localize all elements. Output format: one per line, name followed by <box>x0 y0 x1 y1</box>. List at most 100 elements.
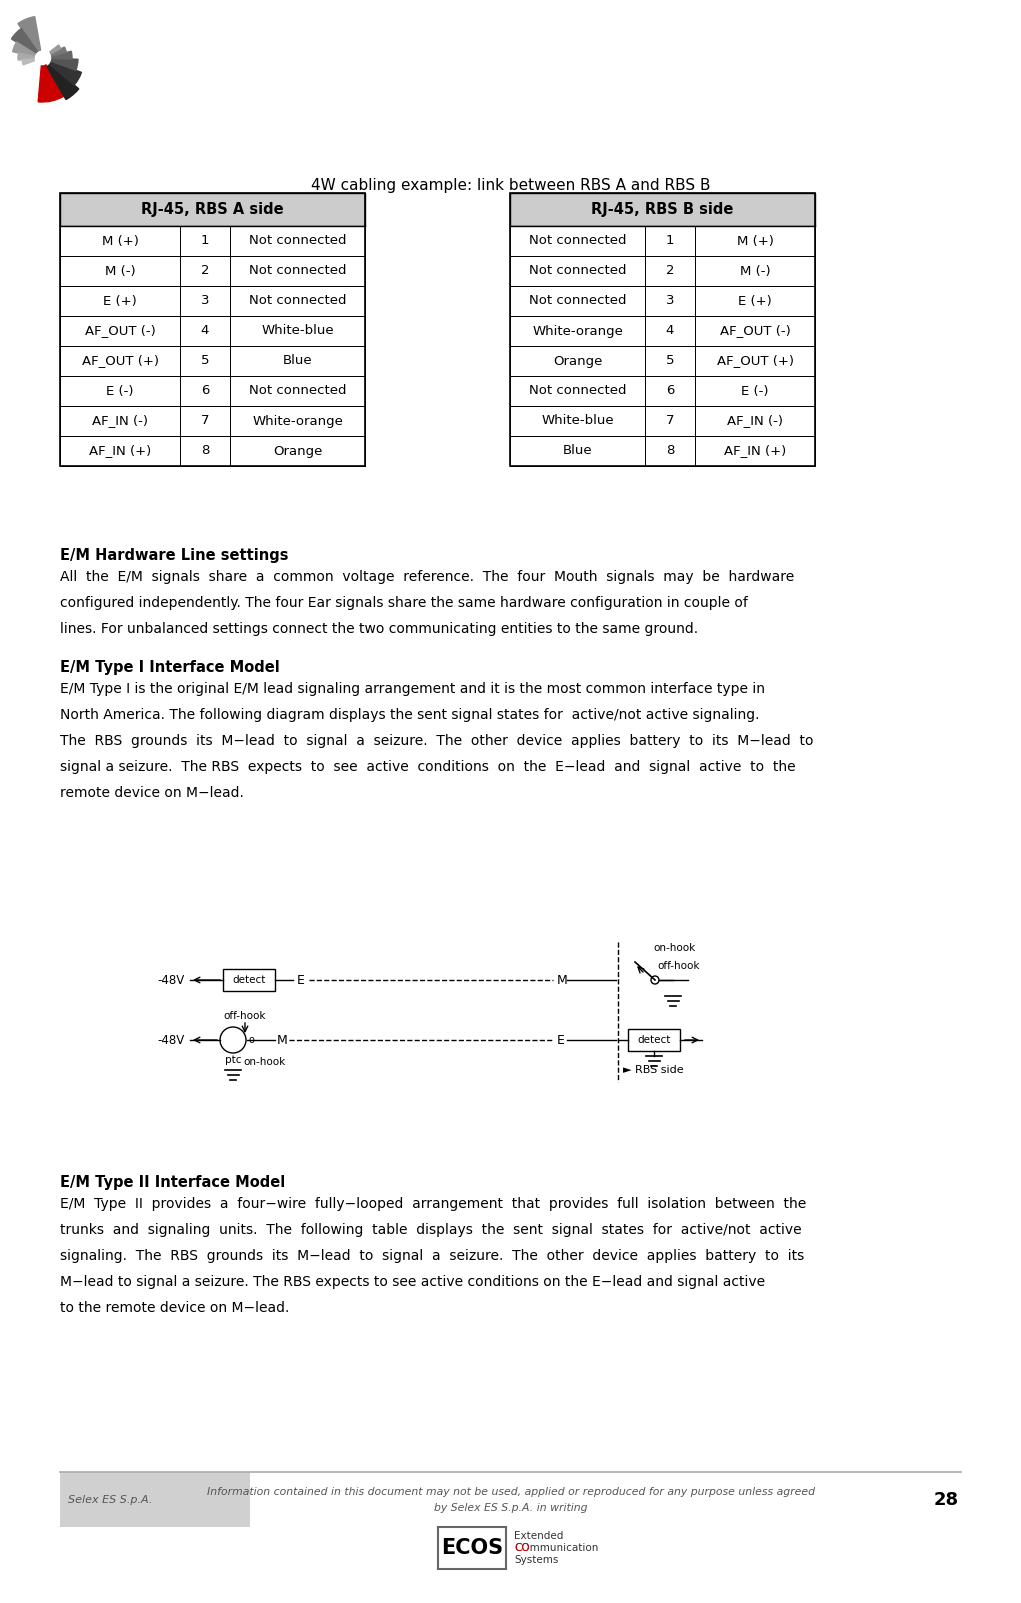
Text: AF_OUT (+): AF_OUT (+) <box>717 354 793 367</box>
Circle shape <box>220 1028 246 1053</box>
Text: E/M Type I Interface Model: E/M Type I Interface Model <box>60 660 280 675</box>
Text: Not connected: Not connected <box>529 234 626 247</box>
Text: 7: 7 <box>666 415 674 428</box>
Circle shape <box>651 976 659 984</box>
Bar <box>438 1528 506 1569</box>
Bar <box>510 192 815 226</box>
Bar <box>510 436 815 466</box>
Bar <box>60 377 364 406</box>
Text: -48V: -48V <box>158 973 185 986</box>
Bar <box>60 192 364 466</box>
Bar <box>60 406 364 436</box>
Text: RJ-45, RBS B side: RJ-45, RBS B side <box>591 202 734 216</box>
Text: Blue: Blue <box>563 444 592 457</box>
Wedge shape <box>51 58 78 71</box>
Text: Orange: Orange <box>273 444 323 457</box>
Text: AF_IN (-): AF_IN (-) <box>92 415 148 428</box>
Bar <box>60 316 364 346</box>
Bar <box>510 256 815 285</box>
Text: E/M  Type  II  provides  a  four−wire  fully−looped  arrangement  that  provides: E/M Type II provides a four−wire fully−l… <box>60 1197 807 1210</box>
Text: 4: 4 <box>201 324 209 338</box>
Wedge shape <box>18 53 34 59</box>
Text: Not connected: Not connected <box>249 264 346 277</box>
Text: Not connected: Not connected <box>249 234 346 247</box>
Text: E (+): E (+) <box>103 295 137 308</box>
Text: 4W cabling example: link between RBS A and RBS B: 4W cabling example: link between RBS A a… <box>311 178 711 192</box>
Wedge shape <box>38 66 64 103</box>
Bar <box>60 256 364 285</box>
Wedge shape <box>50 61 82 85</box>
Text: 1: 1 <box>201 234 209 247</box>
Bar <box>60 1472 250 1528</box>
Bar <box>628 1029 680 1052</box>
Text: Extended: Extended <box>514 1531 564 1540</box>
Text: AF_OUT (-): AF_OUT (-) <box>720 324 790 338</box>
Text: E (-): E (-) <box>106 385 134 398</box>
Text: M (+): M (+) <box>736 234 774 247</box>
Bar <box>510 285 815 316</box>
Text: trunks  and  signaling  units.  The  following  table  displays  the  sent  sign: trunks and signaling units. The followin… <box>60 1223 801 1238</box>
Text: Orange: Orange <box>552 354 602 367</box>
Bar <box>60 192 364 226</box>
Text: E: E <box>297 973 305 986</box>
Text: Not connected: Not connected <box>249 295 346 308</box>
Text: Not connected: Not connected <box>249 385 346 398</box>
Text: Not connected: Not connected <box>529 385 626 398</box>
Text: AF_OUT (+): AF_OUT (+) <box>82 354 158 367</box>
Bar <box>60 285 364 316</box>
Text: 6: 6 <box>201 385 209 398</box>
Wedge shape <box>18 16 41 51</box>
Text: E (+): E (+) <box>738 295 772 308</box>
Text: E/M Type II Interface Model: E/M Type II Interface Model <box>60 1175 285 1189</box>
Bar <box>510 316 815 346</box>
Text: E/M Type I is the original E/M lead signaling arrangement and it is the most com: E/M Type I is the original E/M lead sign… <box>60 681 765 696</box>
Text: configured independently. The four Ear signals share the same hardware configura: configured independently. The four Ear s… <box>60 596 747 611</box>
Text: 3: 3 <box>201 295 209 308</box>
Text: RJ-45, RBS A side: RJ-45, RBS A side <box>141 202 284 216</box>
Text: AF_IN (-): AF_IN (-) <box>727 415 783 428</box>
Text: lines. For unbalanced settings connect the two communicating entities to the sam: lines. For unbalanced settings connect t… <box>60 622 698 636</box>
Text: AF_OUT (-): AF_OUT (-) <box>85 324 155 338</box>
Bar <box>510 406 815 436</box>
Text: M (-): M (-) <box>739 264 770 277</box>
Text: remote device on M−lead.: remote device on M−lead. <box>60 785 244 800</box>
Wedge shape <box>12 42 35 56</box>
Text: E: E <box>557 1034 565 1047</box>
Text: White-blue: White-blue <box>261 324 334 338</box>
Text: M: M <box>557 973 568 986</box>
Text: on-hook: on-hook <box>243 1056 285 1068</box>
Text: ► RBS side: ► RBS side <box>623 1064 684 1076</box>
Text: 3: 3 <box>666 295 674 308</box>
Text: 2: 2 <box>201 264 209 277</box>
Text: 4: 4 <box>666 324 674 338</box>
Text: o: o <box>248 1036 254 1045</box>
Text: AF_IN (+): AF_IN (+) <box>89 444 151 457</box>
Text: All  the  E/M  signals  share  a  common  voltage  reference.  The  four  Mouth : All the E/M signals share a common volta… <box>60 571 794 583</box>
Text: Not connected: Not connected <box>529 264 626 277</box>
Text: on-hook: on-hook <box>653 943 695 954</box>
Text: signal a seizure.  The RBS  expects  to  see  active  conditions  on  the  E−lea: signal a seizure. The RBS expects to see… <box>60 760 795 774</box>
Bar <box>510 226 815 256</box>
Text: M (-): M (-) <box>105 264 136 277</box>
Text: White-blue: White-blue <box>541 415 614 428</box>
Text: White-orange: White-orange <box>532 324 623 338</box>
Text: 2: 2 <box>666 264 674 277</box>
Text: North America. The following diagram displays the sent signal states for  active: North America. The following diagram dis… <box>60 709 760 721</box>
Bar <box>60 436 364 466</box>
Bar <box>60 226 364 256</box>
Text: -48V: -48V <box>158 1034 185 1047</box>
Bar <box>223 968 275 991</box>
Text: M: M <box>277 1034 288 1047</box>
Bar <box>510 192 815 466</box>
Text: AF_IN (+): AF_IN (+) <box>724 444 786 457</box>
Text: Systems: Systems <box>514 1555 558 1565</box>
Text: E/M Hardware Line settings: E/M Hardware Line settings <box>60 548 289 563</box>
Wedge shape <box>52 51 72 59</box>
Text: E (-): E (-) <box>741 385 769 398</box>
Text: ptc: ptc <box>225 1055 242 1064</box>
Text: detect: detect <box>637 1036 671 1045</box>
Bar <box>510 346 815 377</box>
Wedge shape <box>50 45 61 53</box>
Text: COmmunication: COmmunication <box>514 1544 598 1553</box>
Text: The  RBS  grounds  its  M−lead  to  signal  a  seizure.  The  other  device  app: The RBS grounds its M−lead to signal a s… <box>60 734 814 749</box>
